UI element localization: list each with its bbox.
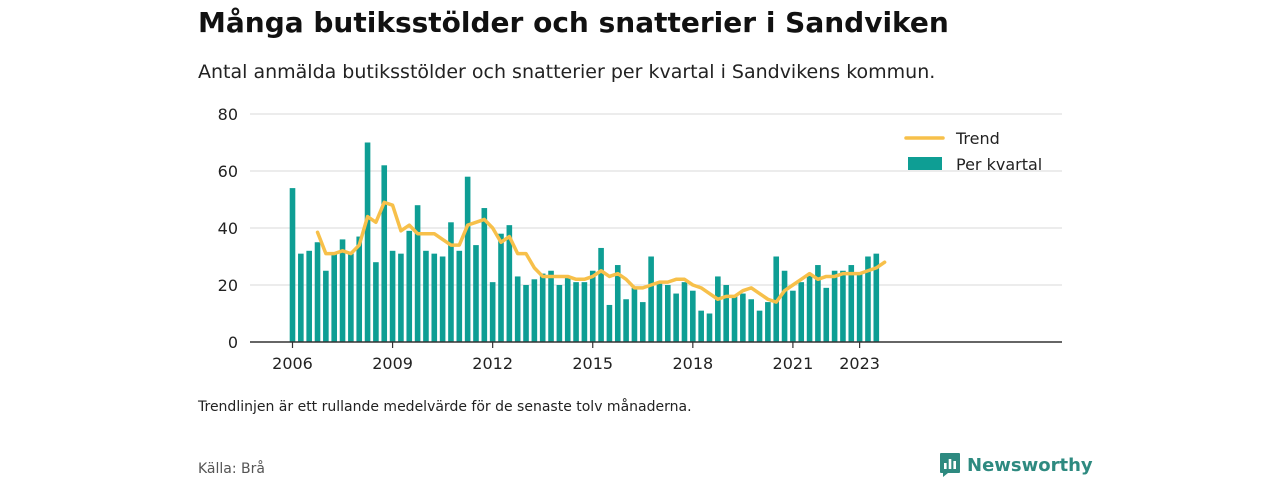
bar xyxy=(289,188,296,342)
legend-bar-label: Per kvartal xyxy=(956,155,1042,174)
bar xyxy=(348,253,354,342)
bar xyxy=(514,276,521,342)
bar xyxy=(498,233,504,342)
bar xyxy=(873,253,880,342)
bar xyxy=(314,242,321,342)
bar xyxy=(798,282,805,342)
legend: Trend Per kvartal xyxy=(904,129,1042,174)
bar xyxy=(631,287,638,342)
x-axis-ticks: 2006 2009 2012 2015 2018 2021 2023 xyxy=(272,342,880,373)
bar xyxy=(423,250,429,342)
y-axis-ticks: 0 20 40 60 80 xyxy=(218,105,238,352)
bar xyxy=(639,302,646,342)
bar xyxy=(331,253,337,342)
bar xyxy=(765,302,771,342)
bar xyxy=(598,247,604,342)
bar xyxy=(439,256,446,342)
y-tick-label: 80 xyxy=(218,105,238,124)
bar xyxy=(414,205,421,342)
bar xyxy=(556,285,563,342)
bar xyxy=(815,265,821,342)
bar xyxy=(506,225,513,342)
bar xyxy=(398,253,404,342)
trend-line xyxy=(315,200,887,304)
bar xyxy=(323,270,329,342)
bar xyxy=(673,293,679,342)
bar xyxy=(781,270,788,342)
bar xyxy=(531,279,538,342)
bar xyxy=(406,230,413,342)
bar xyxy=(790,290,796,342)
bar xyxy=(865,256,871,342)
bar xyxy=(665,285,671,342)
bar xyxy=(681,282,688,342)
x-tick-label: 2006 xyxy=(272,354,313,373)
bar xyxy=(806,273,813,342)
bar xyxy=(456,250,463,342)
bar xyxy=(339,239,346,342)
bar xyxy=(831,270,838,342)
y-tick-label: 60 xyxy=(218,162,238,181)
bar xyxy=(381,165,388,342)
newsworthy-logo-icon xyxy=(940,453,960,477)
bar xyxy=(373,262,379,342)
bar xyxy=(523,285,529,342)
bar xyxy=(723,285,729,342)
bar xyxy=(489,282,496,342)
bar xyxy=(356,236,363,342)
bar xyxy=(298,253,304,342)
brand-name: Newsworthy xyxy=(967,454,1093,476)
x-tick-label: 2015 xyxy=(572,354,613,373)
bar xyxy=(614,265,621,342)
y-tick-label: 20 xyxy=(218,276,238,295)
bar xyxy=(731,296,738,342)
y-tick-label: 0 xyxy=(228,333,238,352)
bar xyxy=(606,304,613,342)
bar xyxy=(756,310,763,342)
trend-footnote: Trendlinjen är ett rullande medelvärde f… xyxy=(198,399,692,415)
bar xyxy=(748,299,754,342)
bar xyxy=(573,282,579,342)
bar-line-chart: 0 20 40 60 80 2006 2009 2012 2015 2018 2021 2023 T… xyxy=(218,105,1062,373)
bar-series xyxy=(289,142,880,342)
bar xyxy=(389,250,396,342)
chart-subtitle: Antal anmälda butiksstölder och snatteri… xyxy=(198,61,936,83)
source-credit: Källa: Brå xyxy=(198,461,265,477)
bar xyxy=(848,265,855,342)
x-tick-label: 2023 xyxy=(839,354,880,373)
bar xyxy=(648,256,654,342)
x-tick-label: 2021 xyxy=(773,354,814,373)
bar xyxy=(740,293,746,342)
bar xyxy=(306,250,312,342)
legend-trend-label: Trend xyxy=(955,129,1000,148)
legend-bar-swatch xyxy=(908,157,942,170)
bar xyxy=(464,176,471,342)
y-tick-label: 40 xyxy=(218,219,238,238)
x-tick-label: 2018 xyxy=(672,354,713,373)
brand-logo[interactable]: Newsworthy xyxy=(939,452,1093,478)
bar xyxy=(690,290,696,342)
bar xyxy=(539,273,546,342)
bar xyxy=(589,270,596,342)
bar xyxy=(431,253,438,342)
bar xyxy=(548,270,554,342)
bar xyxy=(840,270,846,342)
bar xyxy=(623,299,629,342)
bar xyxy=(656,282,663,342)
bar xyxy=(823,287,830,342)
x-tick-label: 2009 xyxy=(372,354,413,373)
bar xyxy=(715,276,721,342)
bar xyxy=(856,273,863,342)
bar xyxy=(448,222,454,342)
bar xyxy=(581,282,588,342)
bar xyxy=(564,276,571,342)
bar xyxy=(481,208,488,342)
bar xyxy=(473,245,479,342)
bar xyxy=(364,142,371,342)
chart-title: Många butiksstölder och snatterier i San… xyxy=(198,6,949,39)
bar xyxy=(698,310,704,342)
bar xyxy=(706,313,713,342)
x-tick-label: 2012 xyxy=(472,354,513,373)
